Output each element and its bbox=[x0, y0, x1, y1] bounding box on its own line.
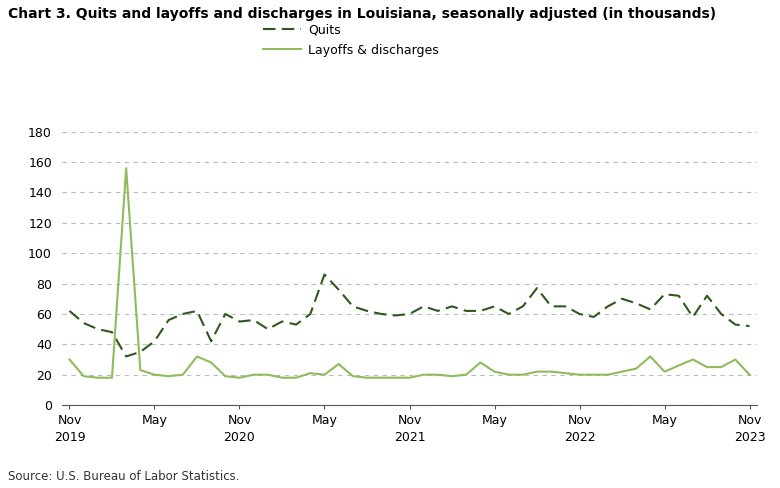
Text: Source: U.S. Bureau of Labor Statistics.: Source: U.S. Bureau of Labor Statistics. bbox=[8, 470, 239, 483]
Text: Chart 3. Quits and layoffs and discharges in Louisiana, seasonally adjusted (in : Chart 3. Quits and layoffs and discharge… bbox=[8, 7, 716, 21]
Legend: Quits, Layoffs & discharges: Quits, Layoffs & discharges bbox=[263, 23, 439, 57]
